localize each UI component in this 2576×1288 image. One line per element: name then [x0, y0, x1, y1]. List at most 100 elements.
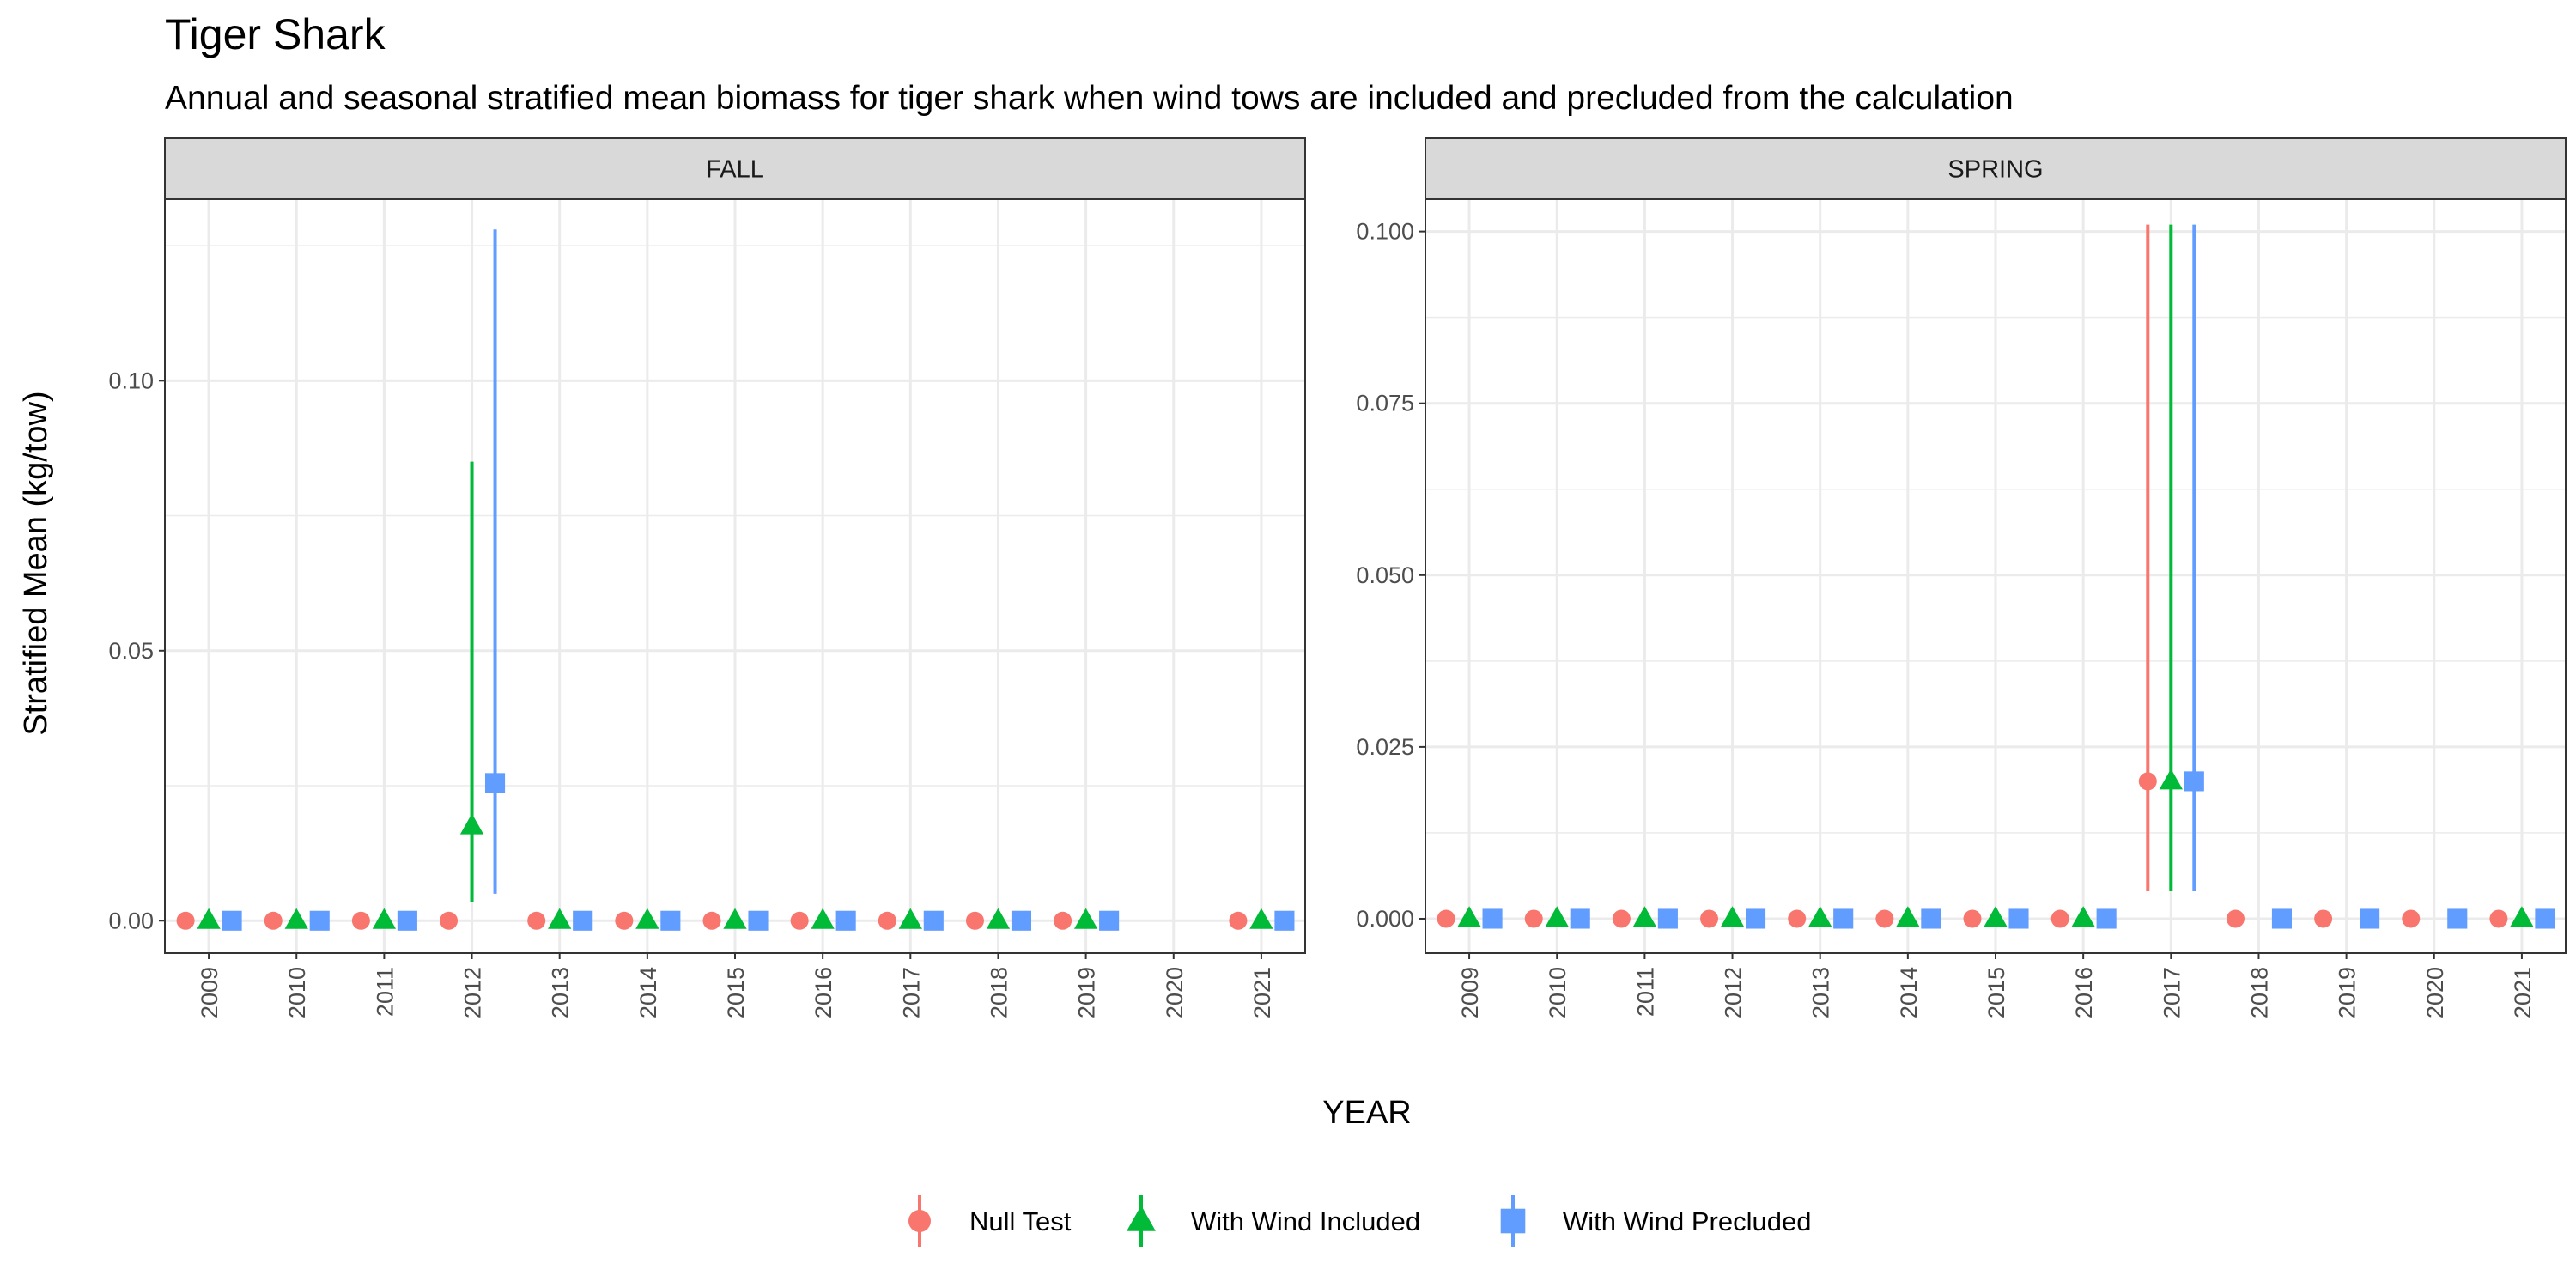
panels: 0.00 0.05 0.10 2009 2010 2011 2012 2013 2014 2015… [108, 137, 2567, 1018]
data-point [459, 813, 484, 835]
x-tick-label: 2014 [1896, 967, 1922, 1018]
data-point [309, 910, 330, 931]
data-point [790, 911, 809, 930]
data-point [898, 908, 922, 929]
legend: Null Test With Wind Included With Wind Pre… [908, 1195, 1811, 1247]
x-tick-label: 2018 [986, 967, 1012, 1018]
panel-fall: 0.00 0.05 0.10 2009 2010 2011 2012 2013 2014 2015… [108, 137, 1306, 1018]
legend-label: With Wind Included [1191, 1206, 1420, 1236]
data-point [1788, 909, 1807, 928]
y-tick-label: 0.050 [1356, 562, 1414, 588]
y-tick-label: 0.000 [1356, 906, 1414, 932]
legend-label: With Wind Precluded [1563, 1206, 1811, 1236]
data-point [1632, 906, 1657, 927]
legend-key-marker [1127, 1205, 1156, 1231]
data-point [1657, 908, 1678, 929]
data-point [351, 911, 370, 930]
legend-item-with-wind-included: With Wind Included [1127, 1195, 1420, 1247]
data-point [176, 911, 195, 930]
data-point [2159, 769, 2183, 790]
data-point [397, 910, 417, 931]
series-null-test [1437, 224, 2508, 928]
data-point [1963, 909, 1982, 928]
series-with-wind-precluded [222, 229, 1295, 931]
series-with-wind-included [197, 461, 1273, 929]
data-point [1099, 910, 1120, 931]
x-tick-label: 2021 [2510, 967, 2536, 1018]
data-point [1457, 906, 1481, 927]
data-point [2138, 772, 2157, 791]
chart-subtitle: Annual and seasonal stratified mean biom… [165, 80, 2014, 117]
data-point [2535, 908, 2555, 929]
data-point [1984, 906, 2008, 927]
x-tick-label: 2010 [1545, 967, 1571, 1018]
y-axis-title: Stratified Mean (kg/tow) [18, 391, 54, 735]
data-point [1011, 910, 1032, 931]
x-tick-label: 2013 [1808, 967, 1834, 1018]
data-point [1745, 908, 1766, 929]
data-point [2050, 909, 2069, 928]
data-point [835, 910, 856, 931]
x-tick-label: 2021 [1249, 967, 1275, 1018]
x-tick-label: 2019 [2335, 967, 2360, 1018]
data-point [2008, 908, 2029, 929]
data-point [1249, 908, 1273, 929]
data-point [615, 911, 634, 930]
data-point [1720, 906, 1745, 927]
data-point [2402, 909, 2421, 928]
x-tick-label: 2016 [2071, 967, 2097, 1018]
data-point [372, 908, 397, 929]
data-point [635, 908, 659, 929]
data-point [1437, 909, 1455, 928]
x-tick-label: 2012 [1721, 967, 1747, 1018]
legend-key-marker [908, 1210, 931, 1232]
x-tick-label: 2018 [2246, 967, 2272, 1018]
data-point [2360, 908, 2380, 929]
data-point [1524, 909, 1543, 928]
panel-spring: 0.000 0.025 0.050 0.075 0.100 2009 2010 2011 201… [1356, 137, 2567, 1018]
data-point [723, 908, 747, 929]
data-point [1570, 908, 1590, 929]
y-tick-label: 0.00 [108, 908, 154, 933]
data-point [660, 910, 681, 931]
data-point [878, 911, 896, 930]
y-tick-label: 0.10 [108, 368, 154, 393]
chart-title: Tiger Shark [165, 10, 386, 58]
x-tick-label: 2012 [460, 967, 486, 1018]
data-point [811, 908, 835, 929]
y-tick-label: 0.075 [1356, 391, 1414, 416]
data-point [2447, 908, 2468, 929]
x-tick-label: 2011 [1632, 967, 1658, 1017]
y-tick-label: 0.100 [1356, 219, 1414, 245]
data-point [1700, 909, 1719, 928]
x-tick-label: 2013 [548, 967, 574, 1018]
strip-label: SPRING [1947, 156, 2043, 184]
legend-key-marker [1500, 1208, 1526, 1234]
data-point [923, 910, 944, 931]
data-point [440, 911, 459, 930]
x-tick-label: 2017 [898, 967, 924, 1018]
data-point [1229, 911, 1248, 930]
x-tick-label: 2010 [284, 967, 310, 1018]
series-with-wind-precluded [1482, 224, 2555, 929]
x-tick-label: 2015 [723, 967, 749, 1018]
data-point [284, 908, 308, 929]
data-point [1808, 906, 1832, 927]
y-tick-label: 0.05 [108, 638, 154, 664]
data-point [2071, 906, 2095, 927]
data-point [1482, 908, 1503, 929]
data-point [986, 908, 1011, 929]
legend-label: Null Test [969, 1206, 1072, 1236]
data-point [2226, 909, 2245, 928]
data-point [2096, 908, 2117, 929]
series-null-test [176, 911, 1248, 930]
data-point [527, 911, 546, 930]
x-tick-label: 2016 [811, 967, 836, 1018]
x-tick-label: 2015 [1984, 967, 2009, 1018]
x-tick-label: 2009 [197, 967, 222, 1018]
strip-label: FALL [706, 156, 764, 184]
data-point [2184, 771, 2204, 792]
legend-item-null-test: Null Test [908, 1195, 1072, 1247]
strip-background [1425, 137, 2567, 200]
x-tick-label: 2014 [635, 967, 661, 1018]
